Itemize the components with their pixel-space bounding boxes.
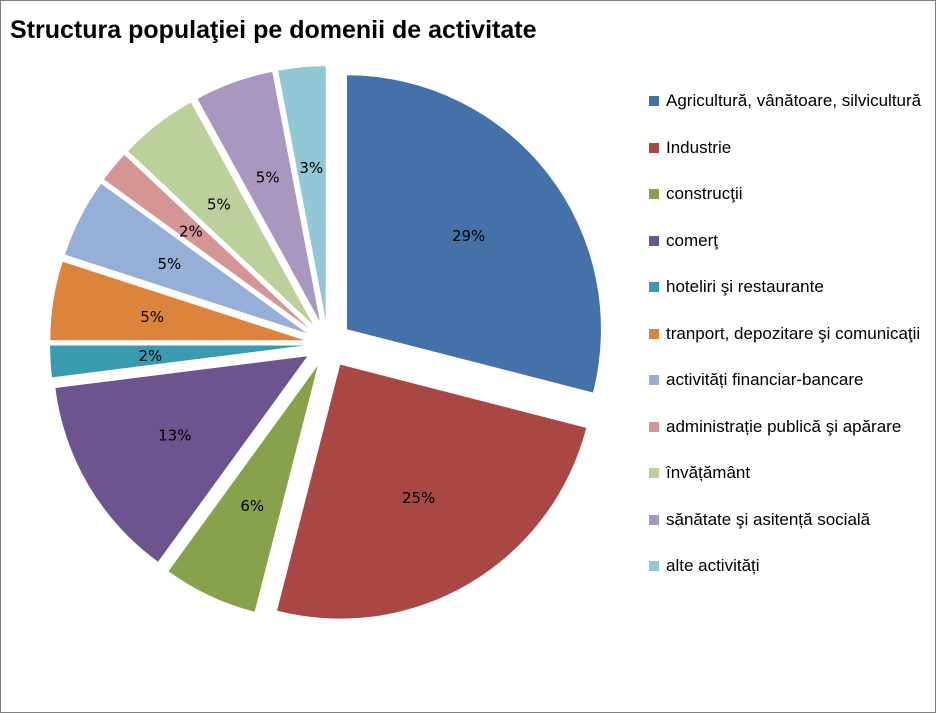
slice-data-label: 13% bbox=[158, 427, 191, 445]
pie-slice bbox=[65, 183, 307, 334]
pie-slice bbox=[346, 75, 601, 393]
slice-data-label: 6% bbox=[240, 497, 264, 515]
pie-slice bbox=[168, 365, 318, 612]
legend-swatch bbox=[649, 96, 659, 106]
slice-data-label: 5% bbox=[256, 169, 280, 187]
pie-slice bbox=[197, 71, 320, 322]
pie-slice bbox=[278, 66, 326, 321]
slice-data-label: 29% bbox=[452, 227, 485, 245]
legend-label: învățământ bbox=[666, 463, 751, 482]
legend-label: alte activități bbox=[666, 556, 760, 575]
pie-slice bbox=[104, 154, 310, 329]
pie-slice bbox=[128, 102, 314, 326]
legend-label: administrație publică şi apărare bbox=[666, 416, 902, 436]
legend-swatch bbox=[649, 235, 659, 246]
legend-label: construcţii bbox=[666, 184, 743, 203]
legend-label: comerţ bbox=[666, 230, 718, 250]
pie-slice bbox=[50, 261, 305, 341]
slice-data-label: 5% bbox=[158, 255, 182, 273]
pie-slice bbox=[277, 364, 587, 619]
legend-label: Industrie bbox=[666, 137, 732, 157]
legend-swatch bbox=[649, 282, 659, 292]
legend-label: activități financiar-bancare bbox=[666, 370, 864, 389]
legend-label: tranport, depozitare şi comunicaţii bbox=[666, 323, 921, 343]
legend-swatch bbox=[649, 421, 659, 432]
slice-data-label: 5% bbox=[140, 308, 164, 326]
legend-label: hoteliri şi restaurante bbox=[666, 277, 824, 296]
pie-slice bbox=[50, 345, 305, 378]
legend-swatch bbox=[649, 375, 659, 385]
legend-swatch bbox=[649, 514, 659, 525]
legend-swatch bbox=[649, 561, 659, 571]
legend-swatch bbox=[649, 468, 659, 478]
slice-data-label: 2% bbox=[138, 347, 162, 365]
slice-data-label: 25% bbox=[402, 489, 435, 507]
slice-data-label: 5% bbox=[207, 195, 231, 213]
pie-slice bbox=[55, 356, 308, 562]
legend-swatch bbox=[649, 189, 659, 199]
slice-data-label: 3% bbox=[299, 159, 323, 177]
legend-swatch bbox=[649, 142, 659, 153]
legend-label: Agricultură, vânătoare, silvicultură bbox=[666, 91, 922, 110]
chart-title: Structura populaţiei pe domenii de activ… bbox=[10, 16, 537, 44]
legend-label: sănătate şi asitență socială bbox=[666, 509, 871, 529]
slice-data-label: 2% bbox=[179, 223, 203, 241]
legend-swatch bbox=[649, 328, 659, 339]
